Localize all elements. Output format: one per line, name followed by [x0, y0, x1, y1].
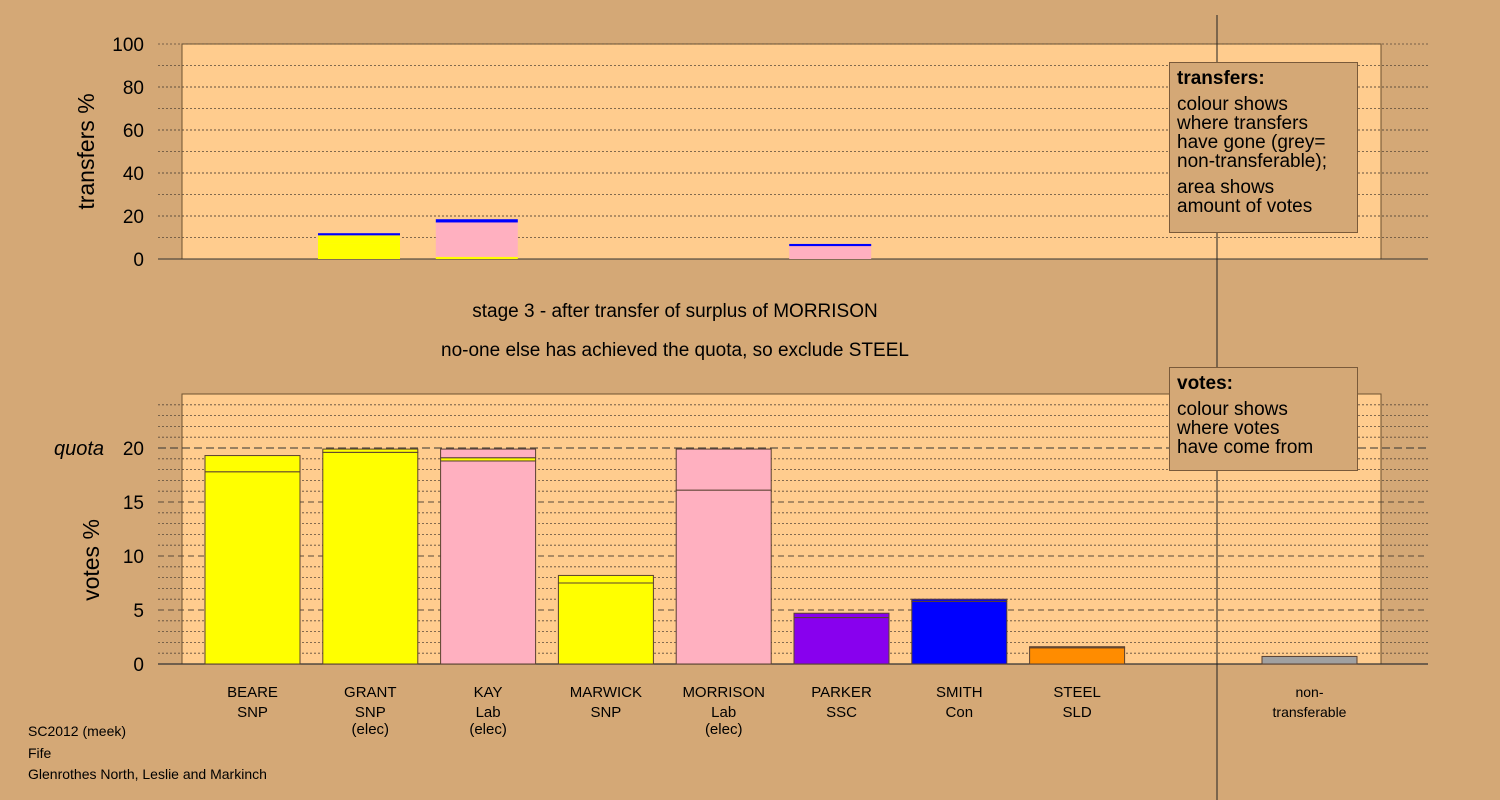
candidate-party-label: SSC	[826, 704, 857, 721]
candidate-party-label: Con	[946, 704, 974, 721]
candidate-name-label: MARWICK	[570, 684, 642, 701]
vote-segment	[911, 598, 1008, 602]
transfer-segment	[435, 219, 518, 223]
quota-label: quota	[54, 438, 104, 460]
votes-legend: votes: colour shows where votes have com…	[1169, 367, 1358, 471]
votes-legend-text: colour shows where votes have come from	[1177, 399, 1314, 458]
vote-segment	[793, 617, 890, 665]
vote-segment	[675, 448, 772, 491]
transfer-segment	[318, 233, 400, 236]
transfer-segment	[789, 243, 872, 247]
transfers-tick-label: 100	[112, 35, 144, 56]
stage-title: stage 3 - after transfer of surplus of M…	[472, 301, 878, 322]
vote-segment	[793, 612, 890, 619]
votes-tick-label: 10	[123, 547, 144, 568]
transfer-segment	[318, 235, 400, 244]
transfer-segment	[435, 256, 518, 259]
vote-segment	[557, 574, 654, 584]
transfers-tick-label: 0	[133, 250, 144, 271]
transfers-legend-title: transfers:	[1177, 68, 1265, 89]
votes-tick-label: 5	[133, 601, 144, 622]
votes-tick-label: 20	[123, 439, 144, 460]
vote-segment	[675, 489, 772, 665]
candidate-party-label: Lab	[711, 704, 736, 721]
vote-segment	[322, 448, 419, 453]
transfers-tick-label: 40	[123, 164, 144, 185]
votes-axis-label: votes %	[78, 519, 104, 601]
candidate-party-label: SLD	[1063, 704, 1092, 721]
transfers-legend-text-2: area shows amount of votes	[1177, 177, 1313, 217]
candidate-party-label: SNP	[590, 704, 621, 721]
candidate-party-label: Lab	[476, 704, 501, 721]
candidate-status-label: (elec)	[705, 721, 743, 738]
vote-segment	[440, 448, 537, 459]
vote-segment	[440, 460, 537, 665]
stage-note: no-one else has achieved the quota, so e…	[441, 340, 909, 361]
transfers-legend: transfers: colour shows where transfers …	[1169, 62, 1358, 233]
candidate-name-label: KAY	[474, 684, 503, 701]
votes-legend-title: votes:	[1177, 373, 1233, 394]
transfers-legend-text-1: colour shows where transfers have gone (…	[1177, 94, 1327, 172]
votes-tick-label: 15	[123, 493, 144, 514]
footer-ward: Glenrothes North, Leslie and Markinch	[28, 766, 267, 782]
footer-council: Fife	[28, 745, 52, 761]
nontransferable-label-bottom: transferable	[1273, 704, 1347, 720]
candidate-status-label: (elec)	[469, 721, 507, 738]
vote-segment	[322, 451, 419, 665]
vote-segment	[204, 471, 301, 665]
transfers-tick-label: 80	[123, 78, 144, 99]
candidate-name-label: GRANT	[344, 684, 397, 701]
footer-election: SC2012 (meek)	[28, 723, 127, 739]
candidate-name-label: MORRISON	[682, 684, 765, 701]
vote-segment	[204, 455, 301, 473]
vote-segment	[911, 600, 1008, 665]
transfers-axis-label: transfers %	[73, 93, 99, 209]
candidate-party-label: SNP	[355, 704, 386, 721]
vote-segment	[1029, 647, 1126, 665]
nontransferable-bar	[1261, 655, 1358, 665]
nontransferable-label-top: non-	[1295, 684, 1323, 700]
candidate-status-label: (elec)	[352, 721, 390, 738]
transfer-segment	[789, 246, 872, 259]
candidate-name-label: SMITH	[936, 684, 983, 701]
transfer-segment	[318, 243, 400, 259]
candidate-name-label: STEEL	[1053, 684, 1101, 701]
votes-tick-label: 0	[133, 655, 144, 676]
candidate-party-label: SNP	[237, 704, 268, 721]
candidate-name-label: PARKER	[811, 684, 872, 701]
transfer-segment	[435, 222, 518, 257]
candidate-name-label: BEARE	[227, 684, 278, 701]
vote-segment	[557, 582, 654, 665]
transfers-tick-label: 60	[123, 121, 144, 142]
vote-segment	[1029, 646, 1126, 649]
transfers-tick-label: 20	[123, 207, 144, 228]
